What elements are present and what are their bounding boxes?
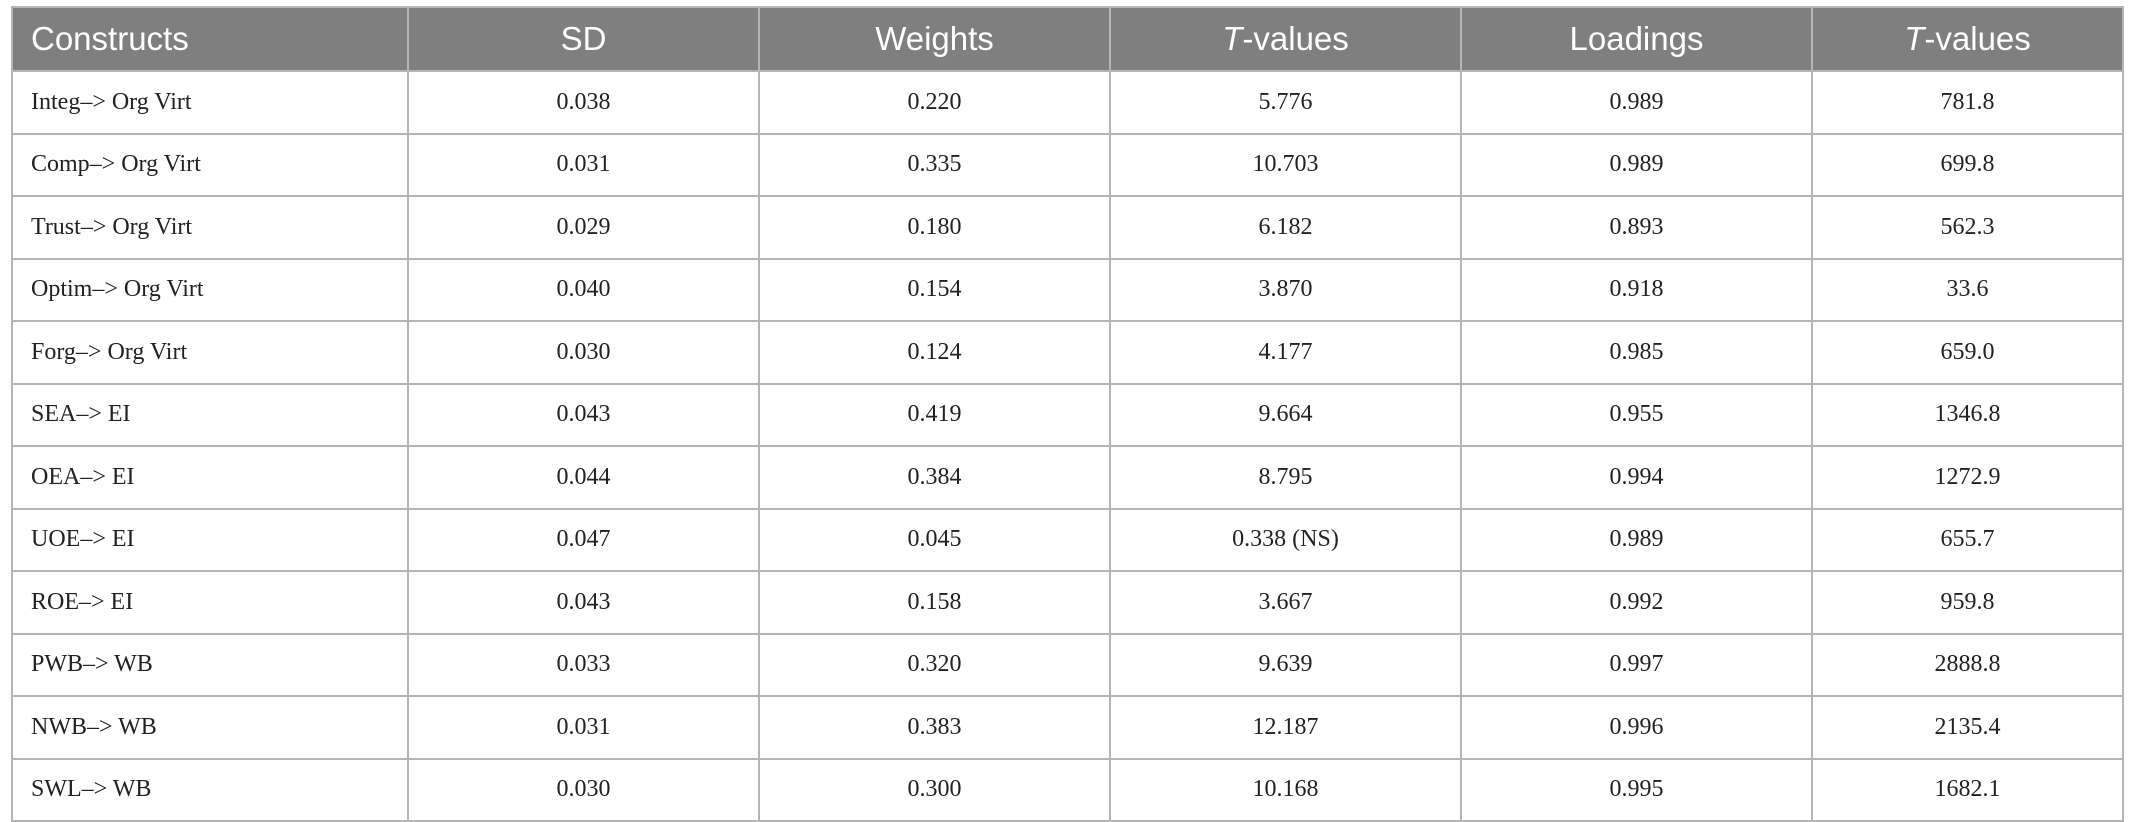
value-cell: 699.8 xyxy=(1811,132,2124,197)
value-cell: 2135.4 xyxy=(1811,695,2124,760)
construct-cell: Optim–> Org Virt xyxy=(11,257,409,322)
value-cell: 9.639 xyxy=(1109,632,1462,697)
header-cell: T-values xyxy=(1811,6,2124,72)
value-cell: 9.664 xyxy=(1109,382,1462,447)
value-cell: 0.994 xyxy=(1460,445,1813,510)
header-cell: T-values xyxy=(1109,6,1462,72)
value-cell: 0.045 xyxy=(758,507,1111,572)
value-cell: 3.667 xyxy=(1109,570,1462,635)
value-cell: 0.985 xyxy=(1460,320,1813,385)
value-cell: 0.030 xyxy=(407,757,760,822)
value-cell: 0.300 xyxy=(758,757,1111,822)
header-row: Constructs SD Weights T-values Loadings T-val… xyxy=(11,6,2124,72)
table-row: Forg–> Org Virt 0.030 0.124 4.177 0.985 659.0 xyxy=(11,320,2124,385)
value-cell: 655.7 xyxy=(1811,507,2124,572)
value-cell: 0.031 xyxy=(407,132,760,197)
value-cell: 0.955 xyxy=(1460,382,1813,447)
value-cell: 0.124 xyxy=(758,320,1111,385)
value-cell: 1272.9 xyxy=(1811,445,2124,510)
value-cell: 0.043 xyxy=(407,570,760,635)
value-cell: 0.992 xyxy=(1460,570,1813,635)
value-cell: 0.030 xyxy=(407,320,760,385)
construct-cell: OEA–> EI xyxy=(11,445,409,510)
header-text: -values xyxy=(1242,20,1349,57)
value-cell: 0.029 xyxy=(407,195,760,260)
construct-cell: SWL–> WB xyxy=(11,757,409,822)
table-row: OEA–> EI 0.044 0.384 8.795 0.994 1272.9 xyxy=(11,445,2124,510)
header-italic: T xyxy=(1904,20,1925,57)
table-row: PWB–> WB 0.033 0.320 9.639 0.997 2888.8 xyxy=(11,632,2124,697)
value-cell: 0.335 xyxy=(758,132,1111,197)
construct-cell: Integ–> Org Virt xyxy=(11,70,409,135)
value-cell: 1346.8 xyxy=(1811,382,2124,447)
construct-cell: UOE–> EI xyxy=(11,507,409,572)
value-cell: 0.997 xyxy=(1460,632,1813,697)
value-cell: 0.989 xyxy=(1460,132,1813,197)
value-cell: 562.3 xyxy=(1811,195,2124,260)
value-cell: 0.043 xyxy=(407,382,760,447)
value-cell: 0.338 (NS) xyxy=(1109,507,1462,572)
value-cell: 10.703 xyxy=(1109,132,1462,197)
construct-cell: Trust–> Org Virt xyxy=(11,195,409,260)
value-cell: 6.182 xyxy=(1109,195,1462,260)
value-cell: 8.795 xyxy=(1109,445,1462,510)
value-cell: 0.989 xyxy=(1460,70,1813,135)
table-row: SWL–> WB 0.030 0.300 10.168 0.995 1682.1 xyxy=(11,757,2124,822)
value-cell: 2888.8 xyxy=(1811,632,2124,697)
value-cell: 659.0 xyxy=(1811,320,2124,385)
construct-cell: ROE–> EI xyxy=(11,570,409,635)
value-cell: 0.419 xyxy=(758,382,1111,447)
value-cell: 0.996 xyxy=(1460,695,1813,760)
data-table: Constructs SD Weights T-values Loadings T-val… xyxy=(11,6,2124,822)
value-cell: 12.187 xyxy=(1109,695,1462,760)
header-italic: T xyxy=(1222,20,1243,57)
value-cell: 1682.1 xyxy=(1811,757,2124,822)
table-row: NWB–> WB 0.031 0.383 12.187 0.996 2135.4 xyxy=(11,695,2124,760)
table-row: Trust–> Org Virt 0.029 0.180 6.182 0.893 562.… xyxy=(11,195,2124,260)
value-cell: 0.384 xyxy=(758,445,1111,510)
value-cell: 3.870 xyxy=(1109,257,1462,322)
value-cell: 5.776 xyxy=(1109,70,1462,135)
header-cell: Loadings xyxy=(1460,6,1813,72)
value-cell: 0.047 xyxy=(407,507,760,572)
header-cell: Weights xyxy=(758,6,1111,72)
value-cell: 0.995 xyxy=(1460,757,1813,822)
construct-cell: NWB–> WB xyxy=(11,695,409,760)
value-cell: 0.220 xyxy=(758,70,1111,135)
table-row: Integ–> Org Virt 0.038 0.220 5.776 0.989 781.… xyxy=(11,70,2124,135)
value-cell: 0.044 xyxy=(407,445,760,510)
table-row: ROE–> EI 0.043 0.158 3.667 0.992 959.8 xyxy=(11,570,2124,635)
value-cell: 33.6 xyxy=(1811,257,2124,322)
header-cell: Constructs xyxy=(11,6,409,72)
value-cell: 0.320 xyxy=(758,632,1111,697)
value-cell: 0.040 xyxy=(407,257,760,322)
value-cell: 4.177 xyxy=(1109,320,1462,385)
value-cell: 0.383 xyxy=(758,695,1111,760)
value-cell: 10.168 xyxy=(1109,757,1462,822)
header-cell: SD xyxy=(407,6,760,72)
construct-cell: PWB–> WB xyxy=(11,632,409,697)
value-cell: 0.180 xyxy=(758,195,1111,260)
table-row: UOE–> EI 0.047 0.045 0.338 (NS) 0.989 655.7 xyxy=(11,507,2124,572)
table-body: Integ–> Org Virt 0.038 0.220 5.776 0.989 781.… xyxy=(11,70,2124,822)
table-row: Comp–> Org Virt 0.031 0.335 10.703 0.989 699.… xyxy=(11,132,2124,197)
value-cell: 0.918 xyxy=(1460,257,1813,322)
value-cell: 0.031 xyxy=(407,695,760,760)
value-cell: 0.033 xyxy=(407,632,760,697)
header-text: -values xyxy=(1924,20,2031,57)
value-cell: 781.8 xyxy=(1811,70,2124,135)
value-cell: 0.158 xyxy=(758,570,1111,635)
value-cell: 0.154 xyxy=(758,257,1111,322)
value-cell: 0.893 xyxy=(1460,195,1813,260)
value-cell: 959.8 xyxy=(1811,570,2124,635)
value-cell: 0.989 xyxy=(1460,507,1813,572)
construct-cell: Comp–> Org Virt xyxy=(11,132,409,197)
value-cell: 0.038 xyxy=(407,70,760,135)
table-row: Optim–> Org Virt 0.040 0.154 3.870 0.918 33.6 xyxy=(11,257,2124,322)
construct-cell: SEA–> EI xyxy=(11,382,409,447)
table-row: SEA–> EI 0.043 0.419 9.664 0.955 1346.8 xyxy=(11,382,2124,447)
construct-cell: Forg–> Org Virt xyxy=(11,320,409,385)
